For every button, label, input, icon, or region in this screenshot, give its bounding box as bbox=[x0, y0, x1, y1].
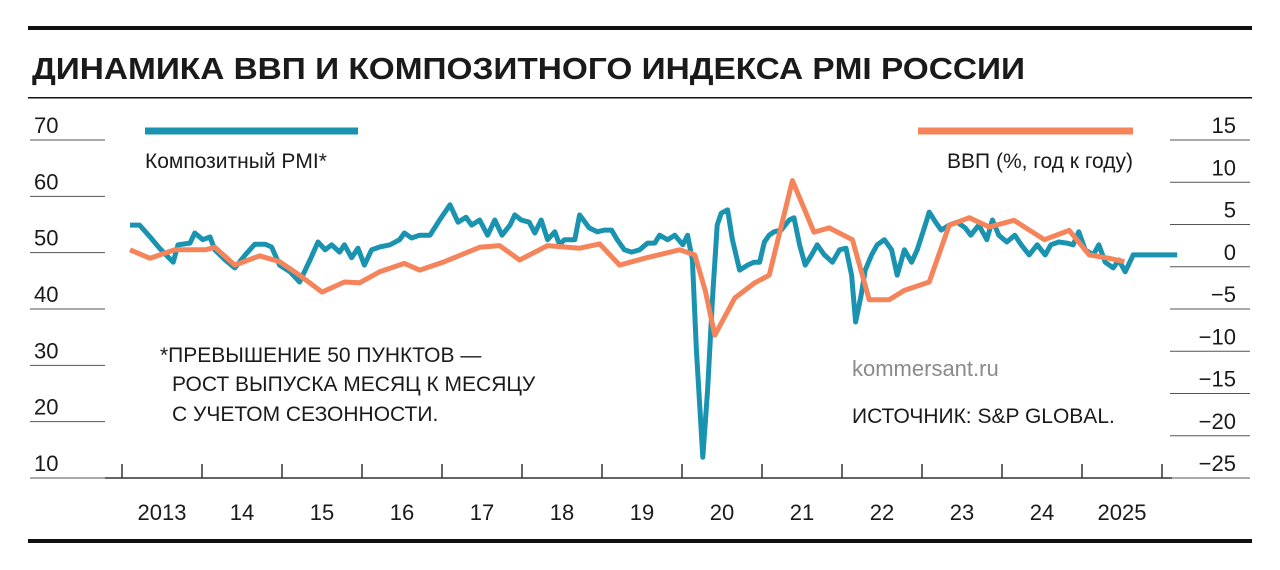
y-tick-label: 20 bbox=[34, 395, 58, 420]
series-line bbox=[130, 202, 1178, 460]
y-tick-label: 60 bbox=[34, 169, 58, 194]
annotation: РОСТ ВЫПУСКА МЕСЯЦ К МЕСЯЦУ bbox=[172, 373, 536, 396]
y2-tick-label: 5 bbox=[1224, 198, 1236, 223]
y-tick-label: 40 bbox=[34, 282, 58, 307]
y2-tick-label: 10 bbox=[1212, 155, 1236, 180]
source: ИСТОЧНИК: S&P GLOBAL. bbox=[852, 405, 1115, 428]
x-tick-label: 15 bbox=[310, 500, 334, 525]
annotation: *ПРЕВЫШЕНИЕ 50 ПУНКТОВ — bbox=[160, 344, 481, 367]
x-tick-label: 21 bbox=[790, 500, 814, 525]
x-tick-label: 22 bbox=[870, 500, 894, 525]
x-tick-label: 18 bbox=[550, 500, 574, 525]
x-tick-label: 2025 bbox=[1098, 500, 1147, 525]
chart-title: ДИНАМИКА ВВП И КОМПОЗИТНОГО ИНДЕКСА PMI … bbox=[32, 51, 1025, 86]
series-line bbox=[129, 178, 1125, 338]
x-tick-label: 17 bbox=[470, 500, 494, 525]
y2-tick-label: −10 bbox=[1199, 324, 1236, 349]
y2-tick-label: 15 bbox=[1212, 113, 1236, 138]
legend-label: Композитный PMI* bbox=[145, 150, 327, 173]
y2-tick-label: −25 bbox=[1199, 451, 1236, 476]
watermark: kommersant.ru bbox=[852, 356, 999, 381]
x-tick-label: 23 bbox=[950, 500, 974, 525]
y2-tick-label: −5 bbox=[1211, 282, 1236, 307]
x-tick-label: 16 bbox=[390, 500, 414, 525]
x-tick-label: 19 bbox=[630, 500, 654, 525]
x-tick-label: 2013 bbox=[138, 500, 187, 525]
y2-tick-label: −15 bbox=[1199, 367, 1236, 392]
y-tick-label: 70 bbox=[34, 113, 58, 138]
y2-tick-label: 0 bbox=[1224, 240, 1236, 265]
bottom-rule bbox=[28, 539, 1252, 543]
x-tick-label: 14 bbox=[230, 500, 254, 525]
y-tick-label: 50 bbox=[34, 226, 58, 251]
title-rule bbox=[28, 97, 1252, 99]
x-tick-label: 24 bbox=[1030, 500, 1054, 525]
y-tick-label: 10 bbox=[34, 451, 58, 476]
x-tick-label: 20 bbox=[710, 500, 734, 525]
legend-label: ВВП (%, год к году) bbox=[947, 150, 1133, 173]
top-rule bbox=[28, 26, 1252, 30]
annotation: С УЧЕТОМ СЕЗОННОСТИ. bbox=[172, 403, 438, 426]
y2-tick-label: −20 bbox=[1199, 409, 1236, 434]
y-tick-label: 30 bbox=[34, 338, 58, 363]
